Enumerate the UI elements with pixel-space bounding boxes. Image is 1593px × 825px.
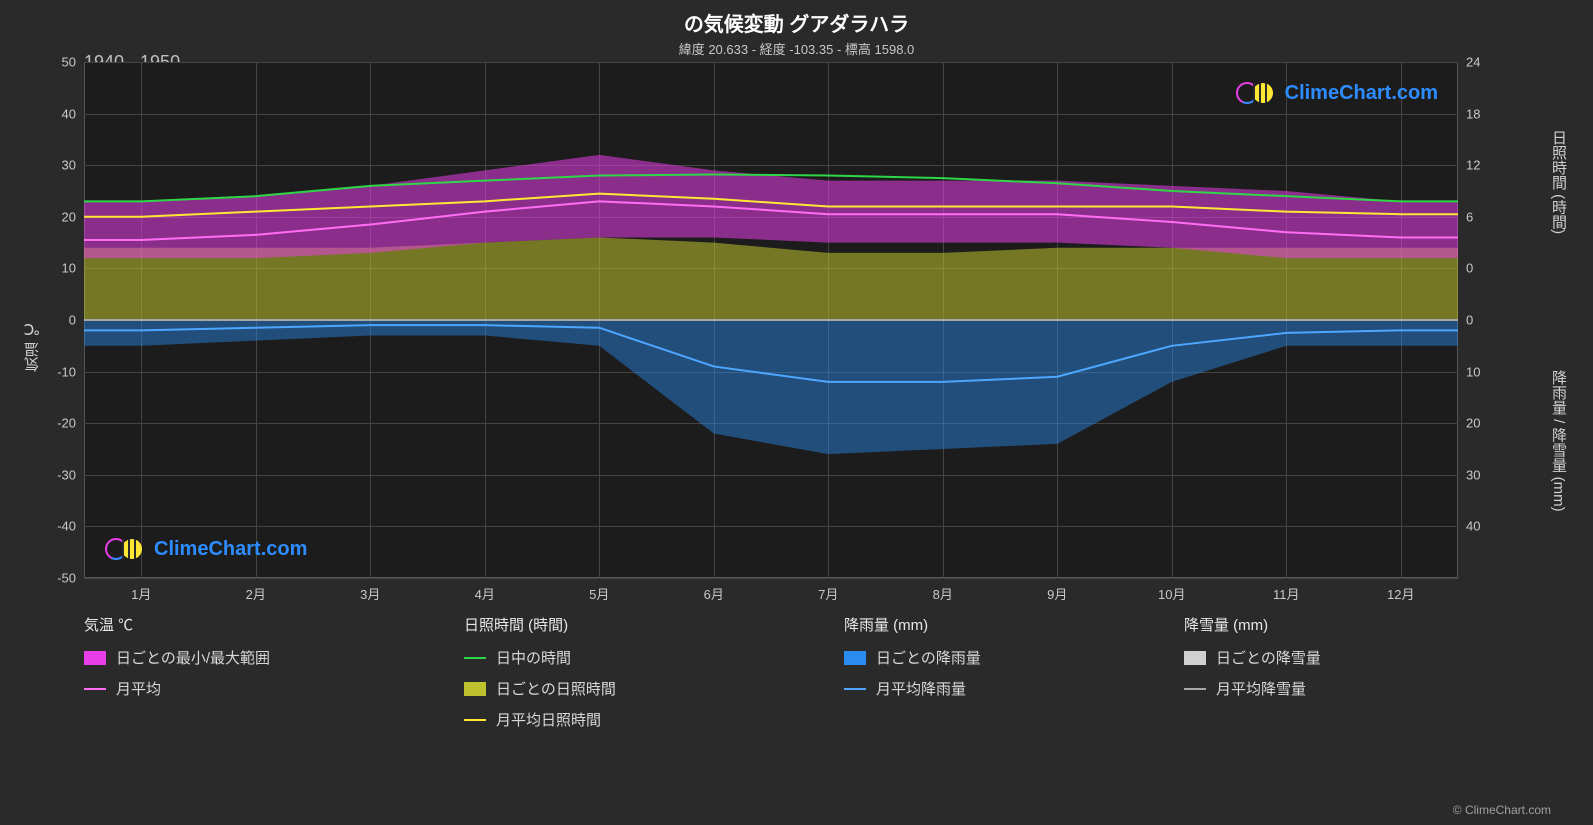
x-month-label: 4月 [475, 578, 495, 603]
legend-col-temperature: 気温 ℃ 日ごとの最小/最大範囲月平均 [84, 614, 444, 730]
brand-logo-top: ClimeChart.com [1235, 80, 1438, 106]
legend-snowfall-header: 降雪量 (mm) [1184, 614, 1484, 635]
x-month-label: 10月 [1158, 578, 1185, 603]
title-block: の気候変動 グアダラハラ 緯度 20.633 - 経度 -103.35 - 標高… [0, 0, 1593, 58]
brand-text: ClimeChart.com [154, 538, 307, 561]
legend-swatch [1184, 651, 1206, 665]
legend: 気温 ℃ 日ごとの最小/最大範囲月平均 日照時間 (時間) 日中の時間日ごとの日照時… [84, 614, 1509, 730]
brand-text: ClimeChart.com [1285, 82, 1438, 105]
chart-subtitle: 緯度 20.633 - 経度 -103.35 - 標高 1598.0 [0, 39, 1593, 58]
climechart-logo-icon [1235, 80, 1279, 106]
y-left-tick-label: 20 [44, 209, 84, 224]
y-right-tick-label: 20 [1458, 416, 1498, 431]
climechart-logo-icon [104, 536, 148, 562]
x-month-label: 12月 [1387, 578, 1414, 603]
legend-item-label: 月平均 [116, 678, 161, 699]
legend-item-label: 月平均降雨量 [876, 678, 966, 699]
y-left-tick-label: 10 [44, 261, 84, 276]
y-left-tick-label: -30 [44, 467, 84, 482]
x-month-label: 8月 [933, 578, 953, 603]
copyright: © ClimeChart.com [1453, 803, 1551, 817]
x-month-label: 1月 [131, 578, 151, 603]
legend-item: 月平均降雨量 [844, 678, 1164, 699]
legend-item: 日ごとの降雨量 [844, 647, 1164, 668]
legend-item-label: 日ごとの日照時間 [496, 678, 616, 699]
y-left-axis-title: 気温 ℃ [22, 320, 43, 372]
y-right-tick-label: 6 [1458, 209, 1498, 224]
x-month-label: 5月 [589, 578, 609, 603]
legend-item: 月平均日照時間 [464, 709, 824, 730]
brand-logo-bottom: ClimeChart.com [104, 536, 307, 562]
x-month-label: 3月 [360, 578, 380, 603]
gridline-h [84, 578, 1458, 579]
legend-item: 月平均 [84, 678, 444, 699]
y-left-tick-label: 30 [44, 158, 84, 173]
legend-swatch [464, 719, 486, 721]
line-sunshine-avg [84, 194, 1458, 217]
line-temp-avg [84, 201, 1458, 240]
y-right-tick-label: 24 [1458, 55, 1498, 70]
legend-col-rainfall: 降雨量 (mm) 日ごとの降雨量月平均降雨量 [844, 614, 1164, 730]
legend-item: 日中の時間 [464, 647, 824, 668]
y-left-tick-label: 0 [44, 313, 84, 328]
y-left-tick-label: -10 [44, 364, 84, 379]
y-right-tick-label: 30 [1458, 467, 1498, 482]
y-right-tick-label: 40 [1458, 519, 1498, 534]
legend-rainfall-header: 降雨量 (mm) [844, 614, 1164, 635]
line-rain-avg [84, 325, 1458, 382]
line-daylight [84, 174, 1458, 201]
y-right-upper-axis-title: 日照時間 (時間) [1548, 130, 1569, 234]
y-left-tick-label: -20 [44, 416, 84, 431]
y-left-tick-label: 50 [44, 55, 84, 70]
legend-col-sunshine: 日照時間 (時間) 日中の時間日ごとの日照時間月平均日照時間 [464, 614, 824, 730]
x-month-label: 2月 [246, 578, 266, 603]
legend-item: 月平均降雪量 [1184, 678, 1484, 699]
y-left-tick-label: -50 [44, 571, 84, 586]
x-month-label: 9月 [1047, 578, 1067, 603]
legend-item: 日ごとの降雪量 [1184, 647, 1484, 668]
legend-sunshine-header: 日照時間 (時間) [464, 614, 824, 635]
y-right-tick-label: 18 [1458, 106, 1498, 121]
legend-swatch [464, 682, 486, 696]
chart-title: の気候変動 グアダラハラ [0, 8, 1593, 37]
y-right-tick-label: 0 [1458, 261, 1498, 276]
y-right-tick-label: 0 [1458, 313, 1498, 328]
legend-item-label: 月平均降雪量 [1216, 678, 1306, 699]
y-right-tick-label: 10 [1458, 364, 1498, 379]
legend-item: 日ごとの最小/最大範囲 [84, 647, 444, 668]
y-left-tick-label: 40 [44, 106, 84, 121]
legend-swatch [844, 651, 866, 665]
line-series-svg [84, 62, 1458, 578]
x-month-label: 7月 [818, 578, 838, 603]
legend-swatch [84, 688, 106, 690]
legend-item-label: 日ごとの降雨量 [876, 647, 981, 668]
legend-item-label: 日中の時間 [496, 647, 571, 668]
x-month-label: 11月 [1273, 578, 1300, 603]
x-month-label: 6月 [704, 578, 724, 603]
y-left-tick-label: -40 [44, 519, 84, 534]
legend-swatch [844, 688, 866, 690]
legend-item-label: 日ごとの降雪量 [1216, 647, 1321, 668]
legend-item-label: 日ごとの最小/最大範囲 [116, 647, 270, 668]
legend-temperature-header: 気温 ℃ [84, 614, 444, 635]
y-right-tick-label: 12 [1458, 158, 1498, 173]
legend-swatch [1184, 688, 1206, 690]
legend-item: 日ごとの日照時間 [464, 678, 824, 699]
chart-area: 50403020100-10-20-30-40-5024181260010203… [84, 62, 1458, 578]
legend-col-snowfall: 降雪量 (mm) 日ごとの降雪量月平均降雪量 [1184, 614, 1484, 730]
legend-item-label: 月平均日照時間 [496, 709, 601, 730]
legend-swatch [84, 651, 106, 665]
y-right-lower-axis-title: 降雨量 / 降雪量 (mm) [1548, 370, 1569, 512]
legend-swatch [464, 657, 486, 659]
